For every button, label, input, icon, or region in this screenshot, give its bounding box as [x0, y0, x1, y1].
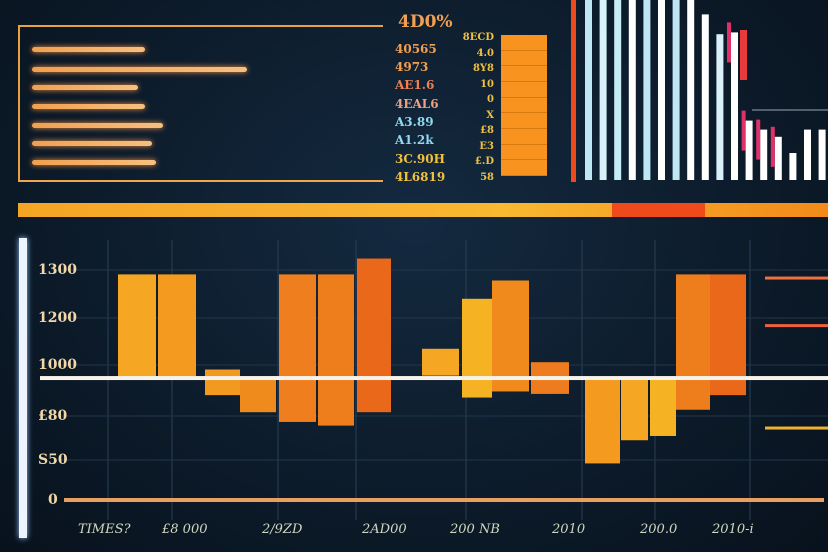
value-label: 4973 [395, 60, 429, 74]
bar [774, 136, 782, 180]
horizontal-bar [32, 141, 153, 146]
value-label: 4L6819 [395, 170, 446, 184]
block-segment [501, 82, 547, 98]
side-label: X [486, 109, 494, 121]
bar-accent [756, 119, 761, 160]
bar [745, 120, 753, 180]
block-segment [501, 113, 547, 130]
horizontal-bar [32, 85, 138, 90]
y-tick-label: 1200 [38, 310, 77, 326]
block-segment [501, 66, 547, 83]
y-tick-label: 1300 [38, 262, 77, 278]
horizontal-bar [32, 67, 248, 72]
bar [621, 378, 648, 441]
side-label: 8Y8 [472, 63, 494, 74]
x-tick-label: 2/9ZD [262, 522, 303, 537]
bar [818, 129, 826, 180]
bar [760, 129, 768, 180]
side-label: 4.0 [476, 47, 494, 59]
bar [710, 274, 746, 396]
red-bar [740, 30, 747, 80]
bar [357, 258, 391, 413]
bar [158, 274, 196, 379]
horizontal-bar [32, 160, 157, 165]
bar [628, 0, 636, 180]
bar [731, 32, 738, 181]
bar [585, 0, 592, 180]
bar [599, 0, 607, 180]
x-tick-label: 200 NB [450, 522, 500, 537]
bar [716, 34, 724, 181]
orange-axis-bar [571, 0, 576, 182]
bar [240, 378, 276, 413]
bar-accent [741, 110, 746, 151]
value-label: 40565 [395, 42, 437, 56]
bar [492, 280, 529, 392]
bar [462, 298, 492, 398]
block-segment [501, 35, 547, 51]
zero-baseline [64, 498, 824, 502]
y-tick-label: 0 [48, 492, 58, 508]
value-label: 3C.90H [395, 152, 445, 166]
bar [279, 274, 316, 422]
value-label: A1.2k [395, 133, 434, 147]
x-tick-label: 2010-i [712, 522, 754, 537]
top-left-bar-panel [18, 25, 383, 182]
block-segment [501, 145, 547, 161]
side-label: 0 [487, 94, 494, 105]
x-tick-label: £8 000 [162, 522, 208, 537]
bar [585, 378, 620, 464]
y-tick-label: S50 [38, 452, 68, 468]
bar [643, 0, 651, 180]
top-right-bar-chart [571, 0, 828, 182]
block-segment [501, 51, 547, 67]
side-label: £8 [480, 125, 494, 136]
bar [672, 0, 680, 180]
value-label: 4EAL6 [395, 97, 439, 111]
bar-accent [727, 22, 731, 63]
side-label: E3 [479, 140, 494, 152]
reference-line-1000 [40, 376, 828, 381]
bar [789, 153, 797, 180]
bar-accent [770, 126, 775, 167]
red-strip-segment [612, 203, 705, 217]
bar [701, 14, 709, 181]
right-marker-line [765, 324, 828, 328]
bar [650, 378, 676, 436]
bar [318, 274, 354, 426]
x-tick-label: 2010 [552, 522, 586, 537]
bar [118, 274, 156, 379]
block-segment [501, 160, 547, 177]
value-label: AE1.6 [395, 78, 435, 92]
horizontal-bar [32, 47, 146, 52]
bar [614, 0, 622, 180]
bar [676, 274, 710, 410]
side-label: £.D [474, 156, 494, 167]
x-tick-label: 2AD00 [362, 522, 407, 537]
right-marker-line [765, 426, 828, 430]
main-chart-y-axis [19, 238, 27, 538]
y-tick-label: £80 [38, 408, 68, 424]
x-tick-label: TIMES? [78, 522, 131, 537]
bar [205, 369, 240, 396]
block-segment [501, 98, 547, 114]
side-label: 8ECD [462, 32, 494, 43]
block-segment [501, 129, 547, 145]
horizontal-bar [32, 104, 146, 109]
bar [422, 348, 459, 376]
bar [658, 0, 665, 180]
y-tick-label: 1000 [38, 357, 77, 373]
x-tick-label: 200.0 [640, 522, 678, 537]
right-marker-line [765, 276, 828, 280]
bar [804, 129, 811, 180]
value-label: 4D0% [398, 12, 453, 32]
side-label: 10 [480, 78, 494, 90]
bar [687, 0, 695, 180]
value-label: A3.89 [395, 115, 434, 129]
side-label: 58 [480, 171, 494, 183]
horizontal-bar [32, 123, 164, 128]
orange-stack-block [501, 35, 547, 177]
